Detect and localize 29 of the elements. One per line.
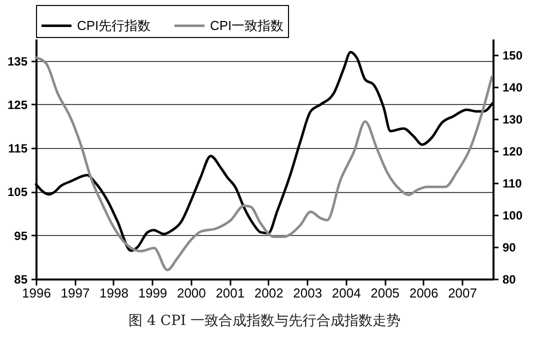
x-tick-label: 2002 (254, 286, 284, 300)
y-tick-label: 115 (8, 142, 28, 156)
x-tick-label: 2006 (409, 286, 438, 300)
y2-tick-label: 100 (502, 208, 523, 222)
x-tick-label: 1998 (99, 286, 128, 300)
y-tick-label: 135 (7, 54, 28, 68)
x-tick-label: 2004 (332, 286, 361, 300)
y2-tick-label: 90 (502, 240, 516, 254)
y-tick-label: 95 (14, 228, 28, 243)
x-tick-label: 2005 (370, 286, 400, 300)
x-tick-label: 1999 (138, 286, 168, 300)
y2-tick-label: 130 (502, 112, 523, 126)
text: 图 4 CPI 一致合成指数与先行合成指数走势 (128, 313, 400, 329)
y2-tick-label: 80 (502, 272, 516, 286)
x-tick-label: 1996 (22, 286, 51, 300)
y-tick-label: 125 (7, 98, 28, 112)
y-tick-label: 105 (7, 185, 28, 200)
y2-tick-label: 150 (502, 48, 523, 62)
legend-label: CPI一致指数 (210, 18, 284, 33)
x-tick-label: 2003 (293, 286, 322, 300)
x-tick-label: 2001 (216, 286, 245, 300)
legend-label: CPI先行指数 (77, 18, 151, 33)
y2-tick-label: 120 (502, 144, 523, 158)
x-tick-label: 1997 (60, 286, 90, 300)
y-tick-label: 85 (14, 272, 28, 286)
y2-tick-label: 110 (502, 176, 522, 190)
x-tick-label: 2000 (176, 286, 206, 300)
x-tick-label: 2007 (448, 286, 477, 300)
y2-tick-label: 140 (502, 80, 523, 94)
